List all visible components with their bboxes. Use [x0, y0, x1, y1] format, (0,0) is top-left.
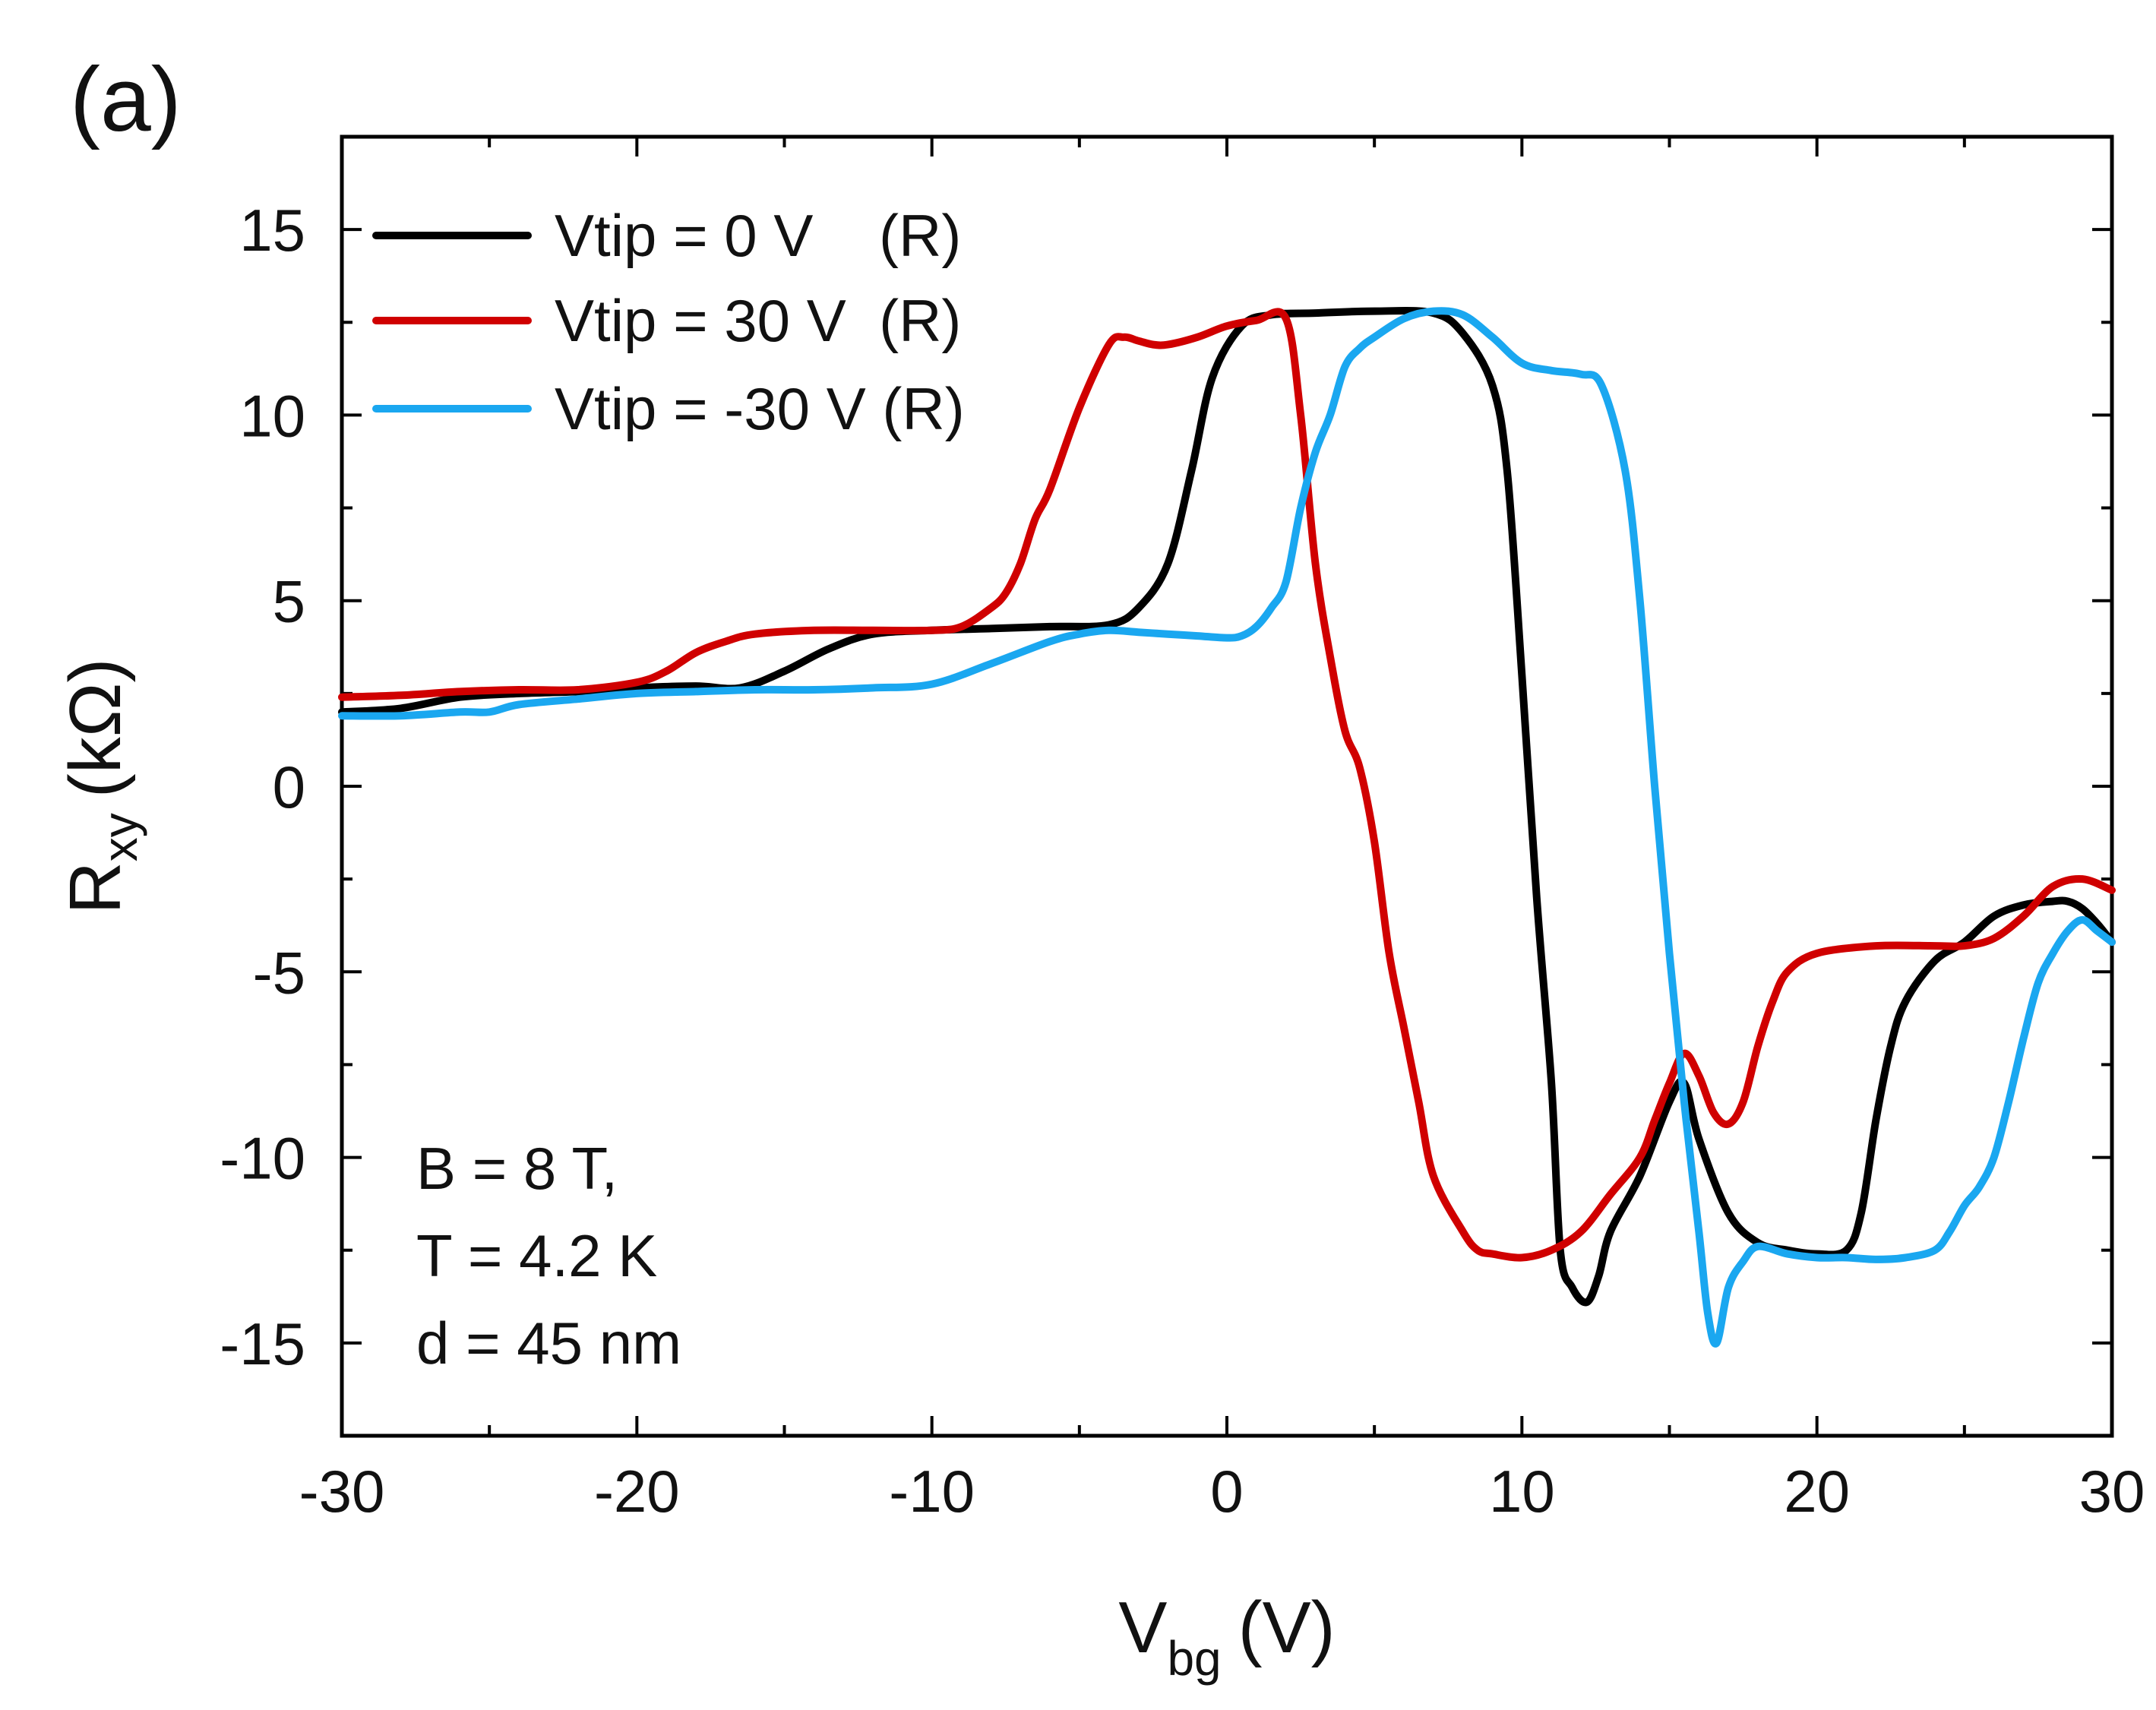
x-tick-label: 20 [1784, 1458, 1850, 1525]
y-tick-label: -15 [220, 1310, 305, 1377]
y-tick-label: 0 [273, 754, 305, 820]
legend-label-vtip-30: Vtip = 30 V (R) [555, 287, 961, 354]
x-axis-title-main: V [1118, 1587, 1167, 1668]
y-tick-label: -10 [220, 1125, 305, 1192]
y-axis-title: Rxy (kΩ) [55, 658, 147, 914]
y-tick-label: 15 [239, 197, 305, 264]
series-vtip-minus-30 [338, 307, 2116, 1348]
y-tick-label: 10 [239, 382, 305, 449]
x-axis-title: Vbg (V) [1118, 1587, 1335, 1686]
annotation-temperature: T = 4.2 K [416, 1222, 657, 1289]
legend-label-vtip-minus-30: Vtip = -30 V (R) [555, 375, 965, 442]
x-tick-label: 10 [1489, 1458, 1555, 1525]
y-axis-title-unit: (kΩ) [55, 658, 136, 798]
series-vtip-30 [338, 308, 2116, 1262]
annotation-thickness: d = 45 nm [416, 1310, 681, 1377]
x-axis-title-sub: bg [1167, 1631, 1221, 1686]
annotation-field: B = 8 T, [416, 1135, 618, 1202]
x-tick-label: -10 [889, 1458, 975, 1525]
legend: Vtip = 0 V (R) Vtip = 30 V (R) Vtip = -3… [372, 202, 965, 442]
annotation: B = 8 T, T = 4.2 K d = 45 nm [416, 1135, 681, 1377]
x-tick-label: -20 [594, 1458, 680, 1525]
x-tick-label: -30 [299, 1458, 385, 1525]
x-tick-label: 30 [2079, 1458, 2145, 1525]
legend-label-vtip-0: Vtip = 0 V (R) [555, 202, 961, 269]
y-tick-label: 5 [273, 568, 305, 635]
series-layer [338, 307, 2116, 1348]
y-axis-title-main: R [55, 861, 136, 914]
ticks-layer: -30 -20 -10 0 10 20 30 -15 -10 -5 0 5 10 15 [220, 135, 2145, 1525]
y-tick-label: -5 [253, 939, 305, 1006]
x-tick-label: 0 [1210, 1458, 1243, 1525]
panel-label: (a) [70, 49, 182, 150]
x-axis-title-unit: (V) [1238, 1587, 1336, 1668]
y-axis-title-sub: xy [93, 813, 147, 861]
